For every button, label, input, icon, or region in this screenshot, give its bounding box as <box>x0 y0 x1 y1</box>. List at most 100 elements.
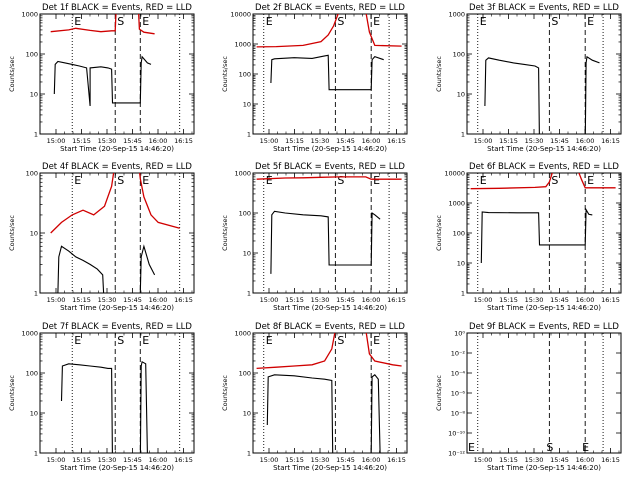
x-axis-label: Start Time (20-Sep-15 14:46:20) <box>60 464 174 472</box>
y-tick-label: 100 <box>239 210 251 218</box>
marker-label: E <box>266 15 273 28</box>
lld-series-line <box>256 333 402 370</box>
y-tick-label: 1 <box>247 131 251 139</box>
panel-title: Det 6f BLACK = Events, RED = LLD <box>469 162 619 172</box>
y-tick-label: 10⁻⁶ <box>451 390 466 398</box>
panel-det-4: Det 4f BLACK = Events, RED = LLD Counts/s… <box>8 162 195 312</box>
y-tick-label: 1 <box>461 290 465 298</box>
x-tick-label: 15:15 <box>499 137 518 145</box>
panel-title: Det 9f BLACK = Events, RED = LLD <box>469 322 619 332</box>
x-tick-label: 15:30 <box>311 456 330 464</box>
y-tick-label: 1000 <box>21 11 38 19</box>
x-tick-label: 16:00 <box>576 456 595 464</box>
marker-label: E <box>74 15 81 28</box>
events-series-line <box>60 360 151 453</box>
y-tick-label: 1 <box>34 131 38 139</box>
lld-series-line <box>50 173 180 234</box>
x-axis-label: Start Time (20-Sep-15 14:46:20) <box>60 145 174 153</box>
events-series-line <box>266 374 384 453</box>
x-tick-label: 15:45 <box>336 296 355 304</box>
panel-det-8: Det 8f BLACK = Events, RED = LLD Counts/s… <box>221 322 408 472</box>
panel-title: Det 2f BLACK = Events, RED = LLD <box>255 3 405 13</box>
x-tick-label: 15:45 <box>336 456 355 464</box>
marker-label: E <box>266 334 273 347</box>
x-tick-label: 15:45 <box>550 456 569 464</box>
x-tick-label: 15:15 <box>285 296 304 304</box>
panel-det-7: Det 7f BLACK = Events, RED = LLD Counts/s… <box>8 322 195 472</box>
panel-title: Det 1f BLACK = Events, RED = LLD <box>42 3 192 13</box>
y-axis-label: Counts/sec <box>8 375 16 411</box>
plot-frame <box>466 13 622 135</box>
marker-label: E <box>373 334 380 347</box>
x-axis-label: Start Time (20-Sep-15 14:46:20) <box>487 145 601 153</box>
y-tick-label: 1 <box>34 450 38 458</box>
x-axis-label: Start Time (20-Sep-15 14:46:20) <box>487 464 601 472</box>
x-tick-label: 15:45 <box>123 456 142 464</box>
y-tick-label: 10⁻¹⁰ <box>448 430 465 438</box>
y-tick-label: 10 <box>30 91 38 99</box>
x-axis-label: Start Time (20-Sep-15 14:46:20) <box>273 304 387 312</box>
panel-title: Det 8f BLACK = Events, RED = LLD <box>255 322 405 332</box>
y-tick-label: 10000 <box>230 11 251 19</box>
y-tick-label: 1 <box>247 290 251 298</box>
x-tick-label: 16:15 <box>174 296 193 304</box>
marker-label: E <box>480 174 487 187</box>
y-tick-label: 10000 <box>444 170 465 178</box>
series-group <box>256 333 402 453</box>
plot-frame <box>252 332 408 454</box>
x-tick-label: 15:15 <box>72 296 91 304</box>
x-tick-label: 15:00 <box>474 296 493 304</box>
x-tick-label: 16:00 <box>362 296 381 304</box>
marker-label: S <box>337 15 344 28</box>
marker-label: E <box>142 15 149 28</box>
series-group <box>484 55 600 134</box>
x-tick-label: 15:30 <box>311 296 330 304</box>
x-axis-label: Start Time (20-Sep-15 14:46:20) <box>487 304 601 312</box>
x-tick-label: 15:00 <box>47 137 66 145</box>
plot-frame <box>466 172 622 294</box>
x-tick-label: 15:15 <box>499 456 518 464</box>
y-tick-label: 10⁻² <box>451 350 466 358</box>
marker-label: S <box>117 334 124 347</box>
y-tick-label: 10 <box>457 91 465 99</box>
x-tick-label: 15:30 <box>98 137 117 145</box>
marker-label: E <box>266 174 273 187</box>
lld-series-line <box>470 173 616 190</box>
x-tick-label: 15:30 <box>98 456 117 464</box>
marker-label: E <box>480 15 487 28</box>
x-tick-label: 15:15 <box>499 296 518 304</box>
y-tick-label: 10⁻⁸ <box>451 410 466 418</box>
x-tick-label: 16:15 <box>387 296 406 304</box>
marker-label: S <box>337 174 344 187</box>
x-tick-label: 16:00 <box>362 137 381 145</box>
panel-title: Det 4f BLACK = Events, RED = LLD <box>42 162 192 172</box>
marker-label: E <box>142 174 149 187</box>
panel-det-6: Det 6f BLACK = Events, RED = LLD Counts/s… <box>435 162 622 312</box>
plot-frame <box>39 13 195 135</box>
x-tick-label: 15:00 <box>47 296 66 304</box>
y-tick-label: 10 <box>243 101 251 109</box>
x-tick-label: 16:00 <box>149 296 168 304</box>
y-tick-label: 1000 <box>21 330 38 338</box>
x-tick-label: 16:00 <box>149 456 168 464</box>
y-tick-label: 1 <box>461 131 465 139</box>
events-series-line <box>270 210 381 274</box>
plot-frame <box>39 332 195 454</box>
x-tick-label: 16:15 <box>174 137 193 145</box>
x-tick-label: 15:15 <box>285 137 304 145</box>
panel-det-5: Det 5f BLACK = Events, RED = LLD Counts/s… <box>221 162 408 312</box>
y-tick-label: 10⁻⁴ <box>451 370 466 378</box>
y-axis-label: Counts/sec <box>435 375 443 411</box>
lld-series-line <box>50 14 155 35</box>
y-tick-label: 100 <box>26 370 38 378</box>
marker-label: E <box>582 441 589 454</box>
events-series-line <box>270 54 384 91</box>
x-tick-label: 16:15 <box>601 456 620 464</box>
marker-label: S <box>117 174 124 187</box>
x-tick-label: 16:00 <box>149 137 168 145</box>
x-tick-label: 15:30 <box>311 137 330 145</box>
x-tick-label: 15:15 <box>72 137 91 145</box>
marker-label: E <box>74 174 81 187</box>
x-tick-label: 15:15 <box>72 456 91 464</box>
x-tick-label: 15:00 <box>260 296 279 304</box>
